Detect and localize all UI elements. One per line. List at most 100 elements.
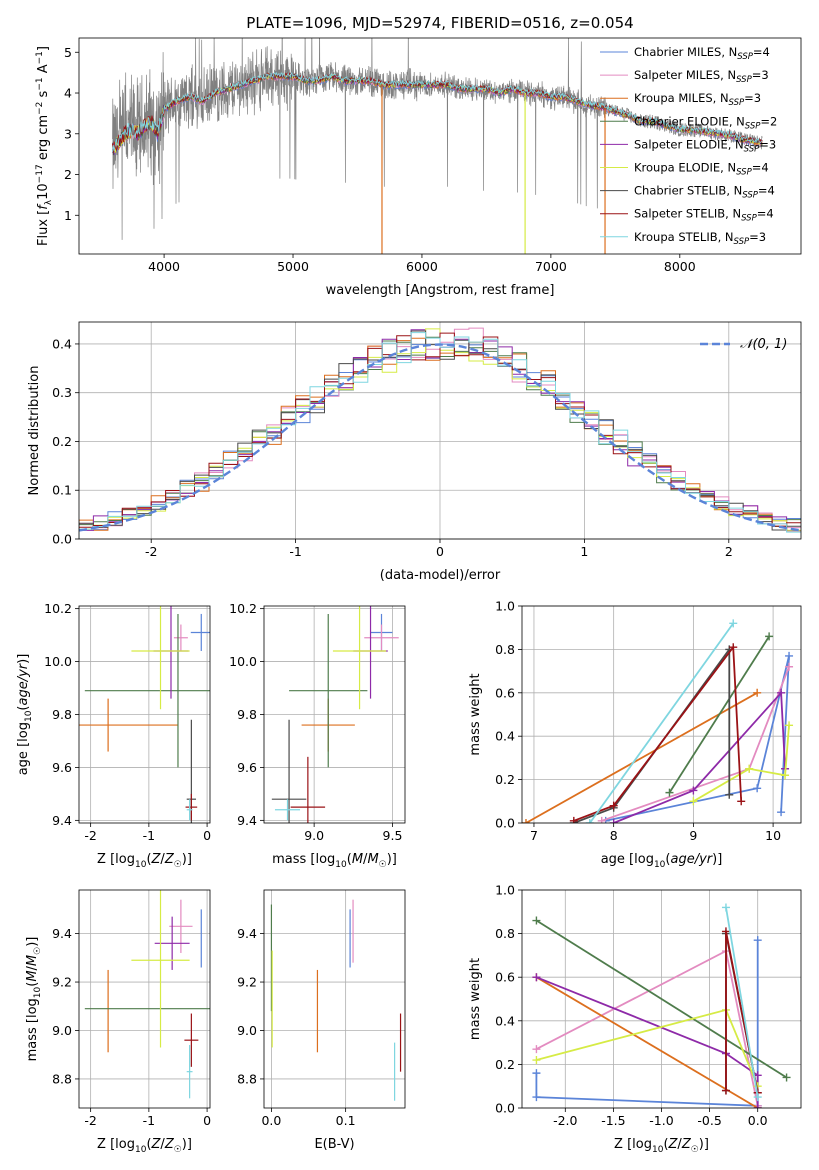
weight-point-marker <box>753 784 762 793</box>
age-vs-Z-xtick-label: -1 <box>143 828 155 843</box>
spectrum-ylabel: Flux [fλ10−17 erg cm−2 s−1 A−1] <box>35 46 54 246</box>
residuals-frame <box>78 321 802 540</box>
spectrum-xlabel: wavelength [Angstrom, rest frame] <box>326 283 555 298</box>
mass-vs-ebv-xlabel: E(B-V) <box>314 1137 354 1152</box>
spectrum-xtick-label: 4000 <box>148 259 180 274</box>
weight-point-marker <box>729 643 738 652</box>
weight-point-marker <box>522 819 530 823</box>
residuals-panel: -2 -1 0 1 2 0.0 0.1 0.2 0.3 0.4 <box>52 321 802 559</box>
weight-point-marker <box>532 973 541 982</box>
mass-vs-Z-xtick-label: -2 <box>84 1113 96 1128</box>
age-vs-Z-ytick-label: 10.2 <box>44 601 72 616</box>
spectrum-xtick-label: 7000 <box>535 259 567 274</box>
age-vs-Z-xtick-label: 0 <box>203 828 211 843</box>
weight-point-marker <box>609 801 618 810</box>
weight-vs-age-ytick-label: 0.8 <box>495 642 515 657</box>
mass-vs-Z-frame <box>78 889 211 1109</box>
weight-point-marker <box>753 1093 762 1102</box>
legend-entry: Salpeter MILES, NSSP=3 <box>634 68 769 85</box>
weight-series-line <box>535 976 759 1108</box>
weight-point-marker <box>753 688 762 697</box>
mass-vs-ebv-panel: 0.0 0.1 8.8 9.0 9.2 9.4 <box>237 889 406 1128</box>
mass-vs-ebv-plot-area <box>270 899 402 1101</box>
age-vs-mass-grid <box>264 606 405 823</box>
weight-vs-Z-xtick-label: -1.5 <box>601 1113 625 1128</box>
age-vs-mass-xlabel: mass [log10(M/M☉)] <box>272 852 397 870</box>
weight-vs-Z-xtick-label: 0.0 <box>748 1113 768 1128</box>
age-vs-Z-ytick-label: 9.8 <box>52 707 72 722</box>
weight-point-marker <box>729 619 738 628</box>
weight-point-marker <box>753 936 762 945</box>
spectrum-xtick-label: 6000 <box>406 259 438 274</box>
mass-vs-Z-ytick-label: 9.0 <box>52 1023 72 1038</box>
weight-point-marker <box>785 662 794 671</box>
residuals-xtick-label: 2 <box>725 544 733 559</box>
weight-vs-age-ytick-label: 1.0 <box>495 599 515 614</box>
spectrum-ytick-label: 2 <box>64 167 72 182</box>
weight-point-marker <box>597 816 606 823</box>
spectrum-ytick-label: 3 <box>64 126 72 141</box>
spectrum-ytick-label: 4 <box>64 86 72 101</box>
weight-vs-Z-plot-area <box>532 903 791 1108</box>
weight-vs-Z-ytick-label: 0.2 <box>495 1057 515 1072</box>
weight-series-line <box>535 919 788 1079</box>
spectrum-ytick-label: 5 <box>64 45 72 60</box>
weight-point-marker <box>609 819 618 823</box>
weight-point-marker <box>721 1086 730 1095</box>
residuals-ytick-label: 0.4 <box>52 336 72 351</box>
residuals-plot-area <box>79 327 801 539</box>
legend-entry: Kroupa STELIB, NSSP=3 <box>634 230 766 247</box>
residual-histogram <box>79 332 801 539</box>
weight-point-marker <box>532 1069 541 1078</box>
weight-point-marker <box>785 651 794 660</box>
legend-entry: Chabrier STELIB, NSSP=4 <box>634 184 775 201</box>
residual-histogram <box>79 332 801 539</box>
weight-vs-age-ytick-label: 0.0 <box>495 816 515 831</box>
mass-vs-ebv-grid <box>264 890 405 1108</box>
weight-series-line <box>692 725 790 803</box>
weight-vs-age-ytick-label: 0.2 <box>495 772 515 787</box>
weight-series-line <box>573 644 743 822</box>
spectrum-xtick-label: 5000 <box>277 259 309 274</box>
mass-vs-ebv-ytick-label: 9.2 <box>237 975 257 990</box>
weight-point-marker <box>532 1093 541 1102</box>
weight-vs-age-grid <box>522 605 801 824</box>
age-vs-Z-panel: -2 -1 0 9.4 9.6 9.8 10.0 10.2 <box>44 601 211 843</box>
mass-vs-Z-xtick-label: -1 <box>143 1113 155 1128</box>
mass-vs-ebv-frame <box>263 889 406 1109</box>
weight-point-marker <box>532 1045 541 1054</box>
weight-point-marker <box>569 816 578 823</box>
age-vs-mass-ytick-label: 9.8 <box>237 707 257 722</box>
residuals-xtick-label: -1 <box>289 544 301 559</box>
weight-vs-Z-ytick-label: 0.4 <box>495 1013 515 1028</box>
weight-point-marker <box>689 797 698 806</box>
legend-entry: Chabrier ELODIE, NSSP=2 <box>634 114 777 131</box>
mass-vs-Z-xtick-label: 0 <box>203 1113 211 1128</box>
weight-vs-age-xtick-label: 7 <box>530 828 538 843</box>
mass-vs-Z-plot-area <box>84 890 210 1099</box>
weight-series-line <box>725 907 759 1098</box>
weight-vs-Z-xtick-label: -1.0 <box>649 1113 673 1128</box>
residuals-xtick-label: -2 <box>145 544 157 559</box>
weight-point-marker <box>745 764 754 773</box>
age-vs-mass-xtick-label: 9.0 <box>304 828 324 843</box>
weight-vs-Z-xlabel: Z [log10(Z/Z☉)] <box>614 1137 709 1155</box>
spectrum-ytick-label: 1 <box>64 208 72 223</box>
normal-curve <box>79 343 801 532</box>
weight-vs-Z-ytick-label: 1.0 <box>495 883 515 898</box>
age-vs-Z-frame <box>78 605 211 824</box>
mass-vs-ebv-ytick-label: 9.0 <box>237 1023 257 1038</box>
weight-point-marker <box>781 771 790 780</box>
weight-point-marker <box>777 808 786 817</box>
age-vs-Z-xtick-label: -2 <box>84 828 96 843</box>
weight-point-marker <box>765 632 774 641</box>
mass-vs-Z-ytick-label: 9.4 <box>52 926 72 941</box>
weight-vs-age-panel: 7 8 9 10 0.0 0.2 0.4 0.6 0.8 1.0 <box>495 599 802 843</box>
weight-vs-Z-xtick-label: -0.5 <box>697 1113 721 1128</box>
age-vs-Z-ylabel: age [log10(age/yr)] <box>16 654 34 776</box>
age-vs-mass-plot-area <box>271 606 399 823</box>
age-vs-mass-ytick-label: 10.2 <box>229 601 257 616</box>
mass-vs-Z-ytick-label: 9.2 <box>52 975 72 990</box>
weight-point-marker <box>753 1104 762 1108</box>
age-vs-mass-frame <box>263 605 406 824</box>
